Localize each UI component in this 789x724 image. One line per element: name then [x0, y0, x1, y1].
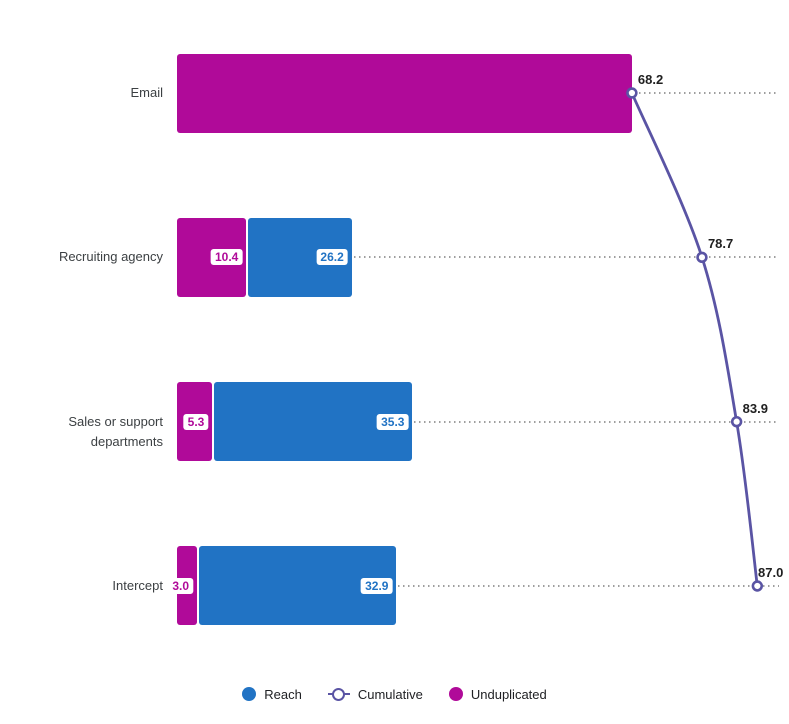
bar-value-label-reach: 32.9 [361, 577, 393, 594]
reach-legend-dot-icon [242, 687, 257, 701]
bar-value-label-unduplicated: 10.4 [211, 249, 243, 266]
category-label: Email [130, 85, 163, 100]
legend-label-cumulative: Cumulative [357, 686, 423, 702]
unduplicated-legend-dot-icon [448, 687, 463, 701]
legend-item-unduplicated[interactable]: Unduplicated [448, 686, 547, 702]
legend-label-reach: Reach [264, 686, 302, 702]
bar-value-label-unduplicated: 5.3 [183, 413, 209, 430]
bar-value-label-reach: 26.2 [316, 249, 348, 266]
row-leader-dotted-line [398, 584, 779, 587]
legend-item-reach[interactable]: Reach [242, 687, 302, 702]
row-leader-dotted-line [414, 420, 779, 423]
bar-value-label-unduplicated: 3.0 [168, 577, 193, 594]
legend-item-cumulative[interactable]: Cumulative [327, 686, 423, 702]
cumulative-legend-circle [332, 687, 346, 701]
cumulative-legend-icon [327, 687, 350, 701]
bar-value-label-reach: 35.3 [377, 413, 409, 430]
row-leader-dotted-line [633, 92, 779, 94]
category-label: Recruiting agency [58, 249, 163, 265]
category-label: Intercept [112, 577, 163, 593]
legend-label-unduplicated: Unduplicated [470, 686, 547, 702]
row-leader-dotted-line [353, 256, 779, 259]
chart-legend: Reach Cumulative Unduplicated [0, 683, 789, 705]
category-label: Sales or support departments [68, 413, 163, 449]
bar-segment-unduplicated[interactable] [177, 53, 632, 133]
